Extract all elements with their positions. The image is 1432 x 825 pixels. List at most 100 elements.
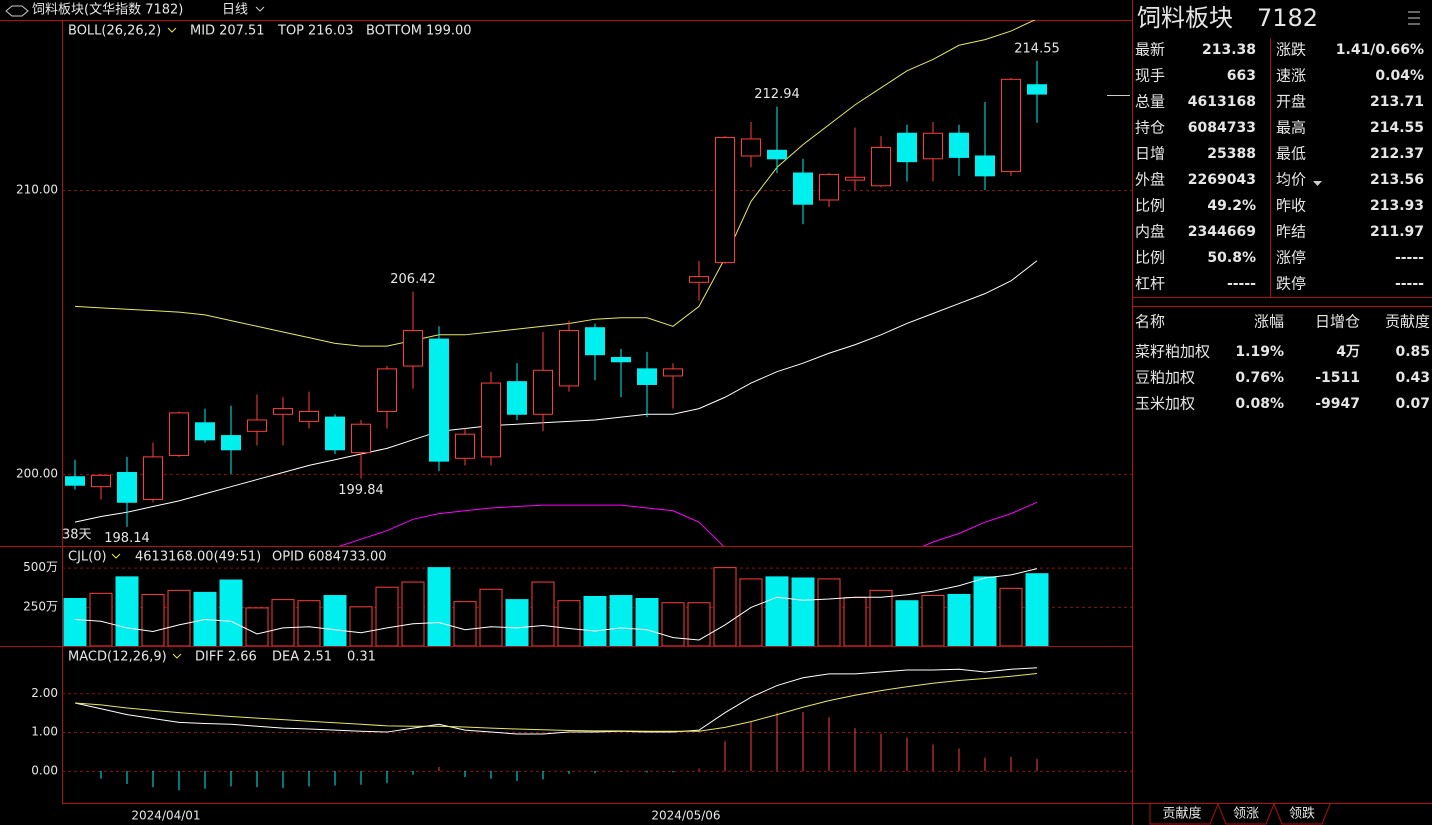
legend-value: 216.03 [308, 24, 354, 39]
y-tick-label: 210.00 [16, 183, 58, 197]
chevron [172, 653, 182, 659]
volume-bar [271, 599, 295, 646]
quote-value: 213.38 [1202, 42, 1256, 58]
legend-name: BOTTOM [366, 24, 422, 39]
quote-label: 跌停 [1276, 275, 1306, 293]
indicator-line [338, 501, 1038, 546]
candle-body [351, 423, 371, 454]
volume-bar [323, 595, 347, 646]
quote-label: 现手 [1135, 67, 1165, 85]
volume-bar [999, 587, 1023, 646]
volume-bar [765, 576, 789, 646]
volume-bar [141, 593, 165, 646]
quote-label: 总量 [1135, 93, 1165, 111]
candle-body [429, 338, 449, 462]
volume-bar [713, 567, 737, 646]
volume-bar [375, 586, 399, 646]
quote-label: 均价 [1276, 171, 1306, 189]
quote-title: 饲料板块 [1137, 4, 1233, 32]
candle-body [1001, 78, 1021, 173]
indicator-line [74, 667, 1038, 735]
candle-body [871, 146, 891, 187]
volume-bar [505, 599, 529, 646]
candle-body [975, 155, 995, 177]
quote-value: 0.04% [1375, 68, 1424, 84]
candle-body [481, 382, 501, 458]
y-tick-label: 200.00 [16, 466, 58, 480]
volume-bar [89, 592, 113, 646]
tab-borders [1149, 803, 1331, 825]
quote-value: 213.93 [1370, 198, 1424, 214]
tab-border [1149, 803, 1219, 825]
tab[interactable]: 领跌 [1289, 806, 1315, 822]
chevron [111, 553, 121, 559]
quote-label: 杠杆 [1135, 275, 1165, 293]
quote-label: 开盘 [1276, 93, 1306, 111]
quote-label: 日增 [1135, 145, 1165, 163]
candle-body [507, 381, 527, 415]
candle-body [65, 476, 85, 486]
volume-bar [895, 600, 919, 646]
volume-bar [557, 600, 581, 646]
volume-bar [583, 595, 607, 646]
table-name: 玉米加权 [1135, 395, 1195, 413]
candle-body [169, 412, 189, 456]
legend-name: OPID [272, 550, 304, 565]
quote-label: 昨收 [1276, 197, 1306, 215]
table-name: 豆粕加权 [1135, 369, 1195, 387]
indicator-line [74, 20, 1036, 347]
quote-value: 6084733 [1188, 120, 1256, 136]
candle-body [663, 368, 683, 377]
table-cell: 1.19% [1235, 344, 1284, 360]
indicator-line [74, 673, 1038, 732]
legend-title: MACD(12,26,9) [68, 650, 167, 665]
legend-name: MID [190, 24, 215, 39]
candle-body [689, 276, 709, 283]
plot-area [65, 20, 1047, 546]
tab[interactable]: 领涨 [1233, 807, 1259, 822]
quote-label: 涨跌 [1276, 41, 1306, 59]
legend-title: BOLL(26,26,2) [68, 24, 161, 39]
quote-value: 25388 [1207, 146, 1256, 162]
plot-area [74, 667, 1038, 791]
quote-value: 49.2% [1207, 198, 1256, 214]
candle-body [949, 132, 969, 158]
legend-value: 2.51 [303, 650, 332, 665]
menu-icon[interactable] [1408, 11, 1420, 25]
quote-label: 最低 [1276, 145, 1306, 163]
period-selector[interactable]: 日线 [222, 3, 248, 18]
extreme-label: 198.14 [104, 531, 150, 546]
table-cell: -9947 [1315, 396, 1360, 412]
candle-body [715, 137, 735, 263]
quote-value: 2344669 [1188, 224, 1256, 240]
candle-body [897, 132, 917, 163]
quote-label: 最新 [1135, 41, 1165, 59]
legend-value: 0.31 [347, 650, 376, 665]
tab[interactable]: 贡献度 [1162, 806, 1201, 822]
volume-bar [167, 589, 191, 646]
volume-bar [609, 595, 633, 646]
indicator-line [74, 568, 1038, 641]
candle-body [533, 369, 553, 415]
volume-bar [635, 598, 659, 646]
extreme-label: 214.55 [1014, 41, 1060, 56]
plot-area [63, 567, 1049, 646]
volume-bar [63, 598, 87, 646]
volume-bar [1025, 573, 1049, 646]
link-icon[interactable] [5, 5, 29, 17]
chevron [167, 27, 177, 33]
top-bar: 饲料板块(文华指数 7182) 日线 [5, 3, 265, 18]
quote-value: 1.41/0.66% [1336, 42, 1424, 58]
candle-body [741, 138, 761, 157]
volume-bar [531, 581, 555, 646]
candle-body [793, 172, 813, 205]
indicator-line [74, 260, 1038, 523]
avg-price-dropdown[interactable] [1313, 181, 1322, 186]
quote-value: 213.56 [1370, 172, 1424, 188]
volume-bar [245, 607, 269, 646]
volume-bar [115, 576, 139, 646]
candle-body [845, 176, 865, 181]
table-name: 菜籽粕加权 [1135, 343, 1210, 361]
